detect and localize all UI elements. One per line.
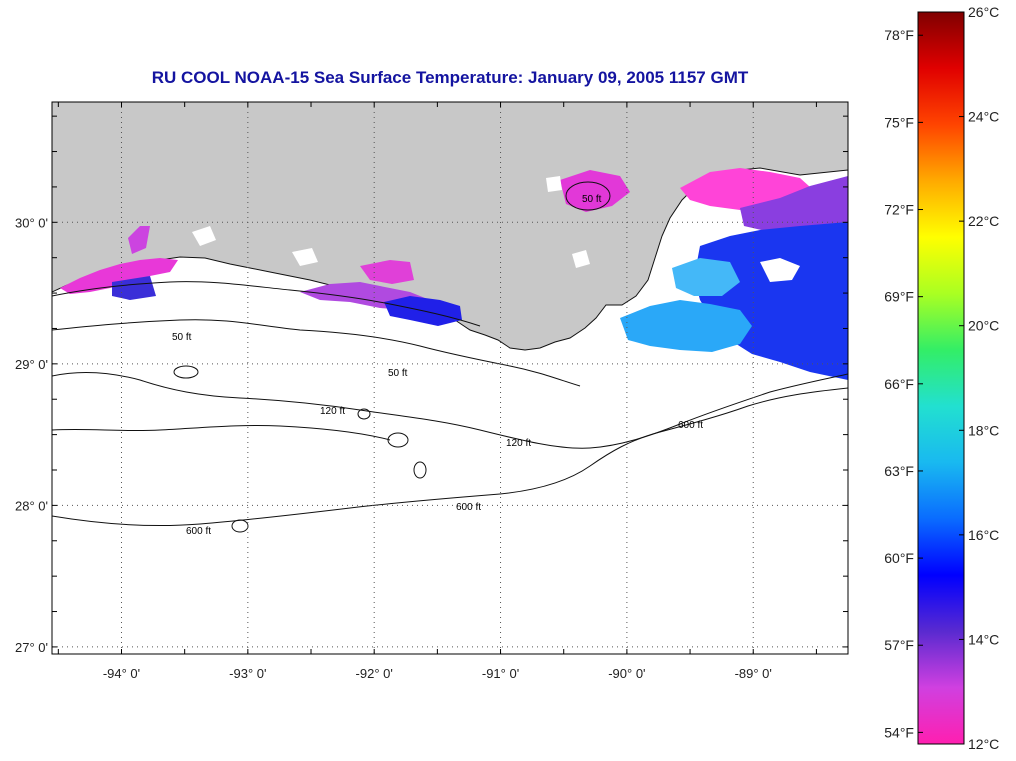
contour-label-50ft-lake: 50 ft [582,194,602,205]
sst-patch-white-3 [546,176,562,192]
map-plot-area [52,102,848,654]
colorbar-label-celsius: 26°C [968,4,999,20]
contour-label-600ft-west: 600 ft [186,526,211,537]
colorbar-label-celsius: 14°C [968,631,999,647]
sst-patch-delta-cyan [620,300,752,352]
map-frame [51,101,849,655]
sst-patch-east-purple [740,176,848,232]
colorbar-label-celsius: 12°C [968,736,999,752]
sst-patch-delta-lightblue [672,258,740,296]
y-tick-label: 30° 0' [15,215,48,230]
sst-patch-west-blue [112,276,156,300]
colorbar [917,11,965,745]
sst-patch-white-4 [572,250,590,268]
bathymetry-contours [52,181,848,533]
sst-patch-bayou [128,226,150,254]
contour-600ft [52,387,848,527]
contour-bank-4 [413,461,427,479]
colorbar-label-celsius: 20°C [968,318,999,334]
y-tick-label: 27° 0' [15,640,48,655]
contour-label-600ft-east: 600 ft [678,420,703,431]
colorbar-label-fahrenheit: 72°F [884,202,914,218]
x-tick-label: -91° 0' [482,666,519,681]
colorbar-label-fahrenheit: 60°F [884,550,914,566]
y-tick-label: 28° 0' [15,498,48,513]
x-tick-label: -89° 0' [735,666,772,681]
contour-bank-3 [231,519,249,533]
contour-label-50ft-west: 50 ft [172,332,192,343]
contour-bank-2 [387,432,409,448]
map-title: RU COOL NOAA-15 Sea Surface Temperature:… [151,68,749,87]
sst-patch-mid-white [760,258,800,282]
colorbar-label-celsius: 22°C [968,213,999,229]
sst-patch-white-1 [192,226,216,246]
sst-patch-white-2 [292,248,318,266]
graticule-grid [52,102,848,654]
x-tick-label: -90° 0' [608,666,645,681]
contour-labels: 50 ft 50 ft 50 ft 120 ft 120 ft 600 ft 6… [172,194,703,537]
colorbar-label-fahrenheit: 57°F [884,637,914,653]
contour-bank-1 [173,365,199,379]
colorbar-ticks: 26°C 24°C 22°C 20°C 18°C 16°C 14°C 12°C 78°F 75°F… [884,4,999,752]
contour-600ft-deep [52,424,391,441]
colorbar-label-celsius: 16°C [968,527,999,543]
contour-bank-5 [357,408,371,420]
land-mass [52,102,848,351]
y-tick-label: 29° 0' [15,357,48,372]
x-tick-label: -93° 0' [229,666,266,681]
contour-label-120ft-east: 120 ft [506,438,531,449]
colorbar-label-fahrenheit: 69°F [884,289,914,305]
colorbar-label-fahrenheit: 75°F [884,114,914,130]
contour-50ft-offshore [52,319,581,387]
x-tick-label: -94° 0' [103,666,140,681]
contour-120ft [52,372,848,449]
colorbar-label-fahrenheit: 78°F [884,27,914,43]
axis-ticks: -94° 0' -93° 0' -92° 0' -91° 0' -90° 0' -89° … [15,102,848,681]
colorbar-label-celsius: 24°C [968,109,999,125]
contour-50ft-nearshore [52,281,481,327]
contour-bank-6 [565,181,611,211]
sst-patch-lake [360,260,414,284]
colorbar-label-fahrenheit: 54°F [884,724,914,740]
contour-label-120ft: 120 ft [320,406,345,417]
sst-patch-borgne [560,170,630,212]
contour-label-50ft: 50 ft [388,368,408,379]
colorbar-label-fahrenheit: 66°F [884,376,914,392]
x-tick-label: -92° 0' [356,666,393,681]
contour-label-600ft: 600 ft [456,502,481,513]
colorbar-label-fahrenheit: 63°F [884,463,914,479]
sst-patch-west [60,258,178,294]
sst-data-patches [60,168,848,380]
colorbar-label-celsius: 18°C [968,422,999,438]
